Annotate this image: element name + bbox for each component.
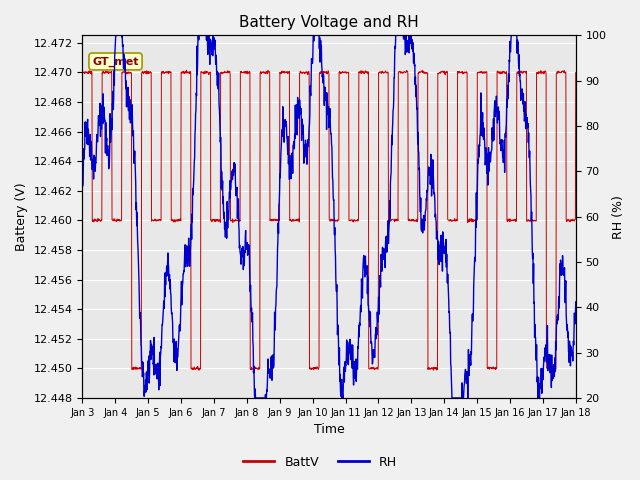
X-axis label: Time: Time [314,423,344,436]
RH [289,153,296,159]
BattV [572,70,580,75]
Text: GT_met: GT_met [92,56,139,67]
Line: RH: RH [83,36,576,398]
RH [117,33,125,38]
BattV [182,67,190,73]
RH [299,121,307,127]
Legend: BattV, RH: BattV, RH [238,451,402,474]
RH [572,299,580,305]
RH [112,33,120,38]
BattV [79,68,86,74]
Title: Battery Voltage and RH: Battery Voltage and RH [239,15,419,30]
RH [308,56,316,61]
BattV [429,367,437,373]
Y-axis label: Battery (V): Battery (V) [15,182,28,251]
BattV [298,70,306,76]
RH [251,395,259,401]
BattV [137,365,145,371]
RH [360,252,367,258]
Line: BattV: BattV [83,70,576,370]
RH [137,342,145,348]
RH [79,184,86,190]
BattV [307,366,315,372]
BattV [288,218,296,224]
BattV [116,217,124,223]
BattV [360,69,367,75]
Y-axis label: RH (%): RH (%) [612,195,625,239]
